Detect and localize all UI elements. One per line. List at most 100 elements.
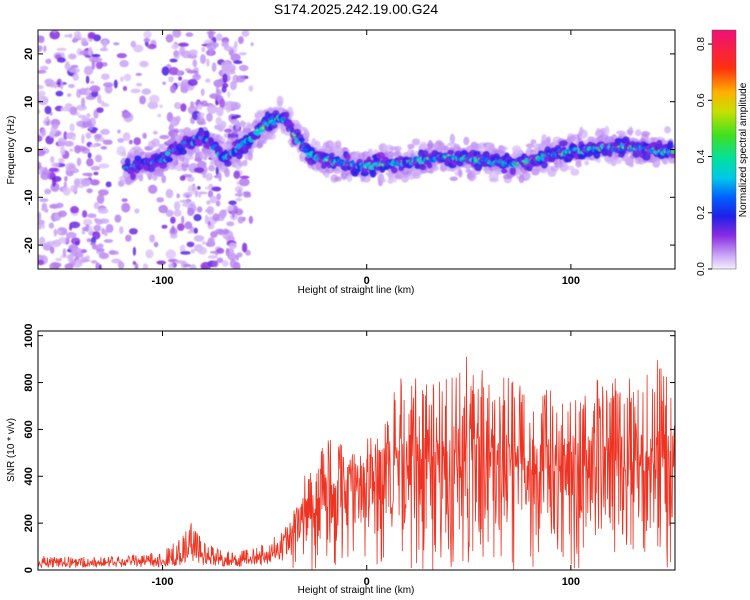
spectrogram-blob [171, 43, 179, 50]
spectrogram-blob [151, 138, 160, 147]
spectrogram-blob [153, 130, 158, 135]
spectrogram-blob [55, 202, 64, 209]
spectrogram-blob [116, 53, 127, 59]
spectrogram-blob [139, 60, 149, 68]
spectrogram-blob [43, 167, 48, 172]
colorbar-tick-label: 0.0 [696, 262, 707, 276]
spectrogram-blob [38, 135, 43, 142]
spectrogram-blob [247, 150, 253, 161]
spectrogram-blob [52, 177, 57, 187]
spectrogram-blob [242, 191, 251, 195]
spectrogram-blob [183, 263, 192, 268]
snr-x-ticks: -100 0 100 [152, 331, 580, 588]
colorbar-tick-label: 0.8 [696, 37, 707, 51]
spectrogram-blob [97, 243, 104, 249]
spectrogram-blob [225, 103, 232, 113]
spectrogram-blob [142, 132, 147, 139]
spectrogram-blob [558, 140, 568, 147]
spectrogram-blob [412, 173, 421, 179]
spectrogram-blob [95, 61, 103, 70]
spectrogram-blob [237, 216, 244, 224]
spectrogram-blob [216, 33, 223, 41]
spectrogram-blob [79, 50, 90, 56]
spectrogram-blob [228, 200, 237, 206]
spectrogram-blob [86, 113, 91, 118]
spectrogram-blob [101, 73, 110, 80]
spectrogram-blob [193, 235, 205, 242]
spectrogram-blob [58, 236, 67, 244]
spectrogram-blob [499, 146, 508, 151]
spectrogram-blob [100, 146, 108, 150]
spectrogram-blob [233, 60, 243, 65]
spectrogram-blob [156, 197, 165, 203]
spectrogram-blob [75, 241, 80, 246]
spectrogram-blob [419, 163, 427, 171]
spectrogram-blob [49, 246, 55, 254]
spectrogram-blob [76, 145, 87, 152]
spectrogram-blob [67, 253, 74, 263]
spectrogram-blob [120, 76, 124, 82]
spectrogram-blob [73, 178, 80, 187]
spectrogram-blob [190, 101, 195, 108]
spectrogram-blob [38, 109, 41, 115]
spectrogram-blob [103, 239, 114, 243]
spectrogram-blob [117, 261, 125, 269]
spectrogram-blob [218, 172, 222, 182]
spectrogram-blob [121, 202, 131, 213]
spectrogram-blob [113, 79, 118, 89]
colorbar-frame [711, 29, 737, 270]
spectrogram-blob [38, 45, 43, 50]
spectrogram-blob [161, 224, 168, 229]
spectrogram-blob [147, 43, 157, 50]
spectrogram-blob [196, 104, 203, 111]
spectrogram-blob [267, 133, 276, 140]
spectrogram-blob [114, 214, 122, 223]
spectrogram-blob [261, 139, 267, 145]
spectrogram-blob [83, 259, 91, 262]
spectrogram-blob [449, 133, 456, 144]
spectrogram-blob [121, 111, 132, 119]
spectrogram-blob [40, 166, 45, 171]
spectrogram-blob [49, 30, 60, 40]
spectrogram-blob [174, 102, 182, 110]
spectrogram-blob [227, 91, 231, 98]
spectrogram-blob [83, 218, 93, 226]
spectrogram-blob [214, 228, 224, 235]
spectrogram-blob [60, 146, 66, 156]
spectrogram-blob [52, 30, 57, 33]
spectrogram-blob [187, 78, 198, 87]
spectrogram-blob [64, 62, 71, 71]
spectrogram-blob [129, 228, 138, 235]
spectrogram-blob [230, 101, 241, 110]
spectrogram-blob [125, 234, 132, 242]
spectrogram-blob [540, 160, 549, 169]
spectrogram-blob [132, 261, 137, 265]
spectrogram-blob [325, 140, 335, 149]
spectrogram-blob [70, 206, 79, 214]
snr-x-tick-label: -100 [152, 576, 174, 588]
spectrogram-blob [190, 248, 195, 254]
spectrogram-blob [90, 260, 98, 264]
spectrogram-blob [489, 178, 499, 183]
spectrogram-blob [314, 140, 321, 147]
spectrogram-blob [103, 82, 114, 88]
spectrogram-blob [175, 115, 181, 122]
spectrogram-blob [221, 260, 229, 267]
spectrogram-blob [75, 104, 87, 111]
spectrogram-blob [209, 195, 218, 204]
spectrogram-blob [204, 130, 210, 139]
spectrogram-blob [88, 121, 93, 131]
spectrogram-blob [206, 104, 218, 114]
spectrogram-blob [230, 119, 240, 125]
spectrogram-blob [124, 157, 131, 167]
spectrogram-blob [38, 70, 47, 74]
spectrogram-blob [584, 160, 590, 166]
spectrogram-blob [90, 165, 101, 171]
spectrogram-blob [41, 223, 45, 229]
spectrogram-blob [143, 30, 152, 39]
snr-series-line [38, 356, 675, 570]
spectrogram-blob [51, 123, 59, 129]
spectrogram-blob [463, 136, 470, 146]
spectrogram-blob [186, 241, 195, 248]
